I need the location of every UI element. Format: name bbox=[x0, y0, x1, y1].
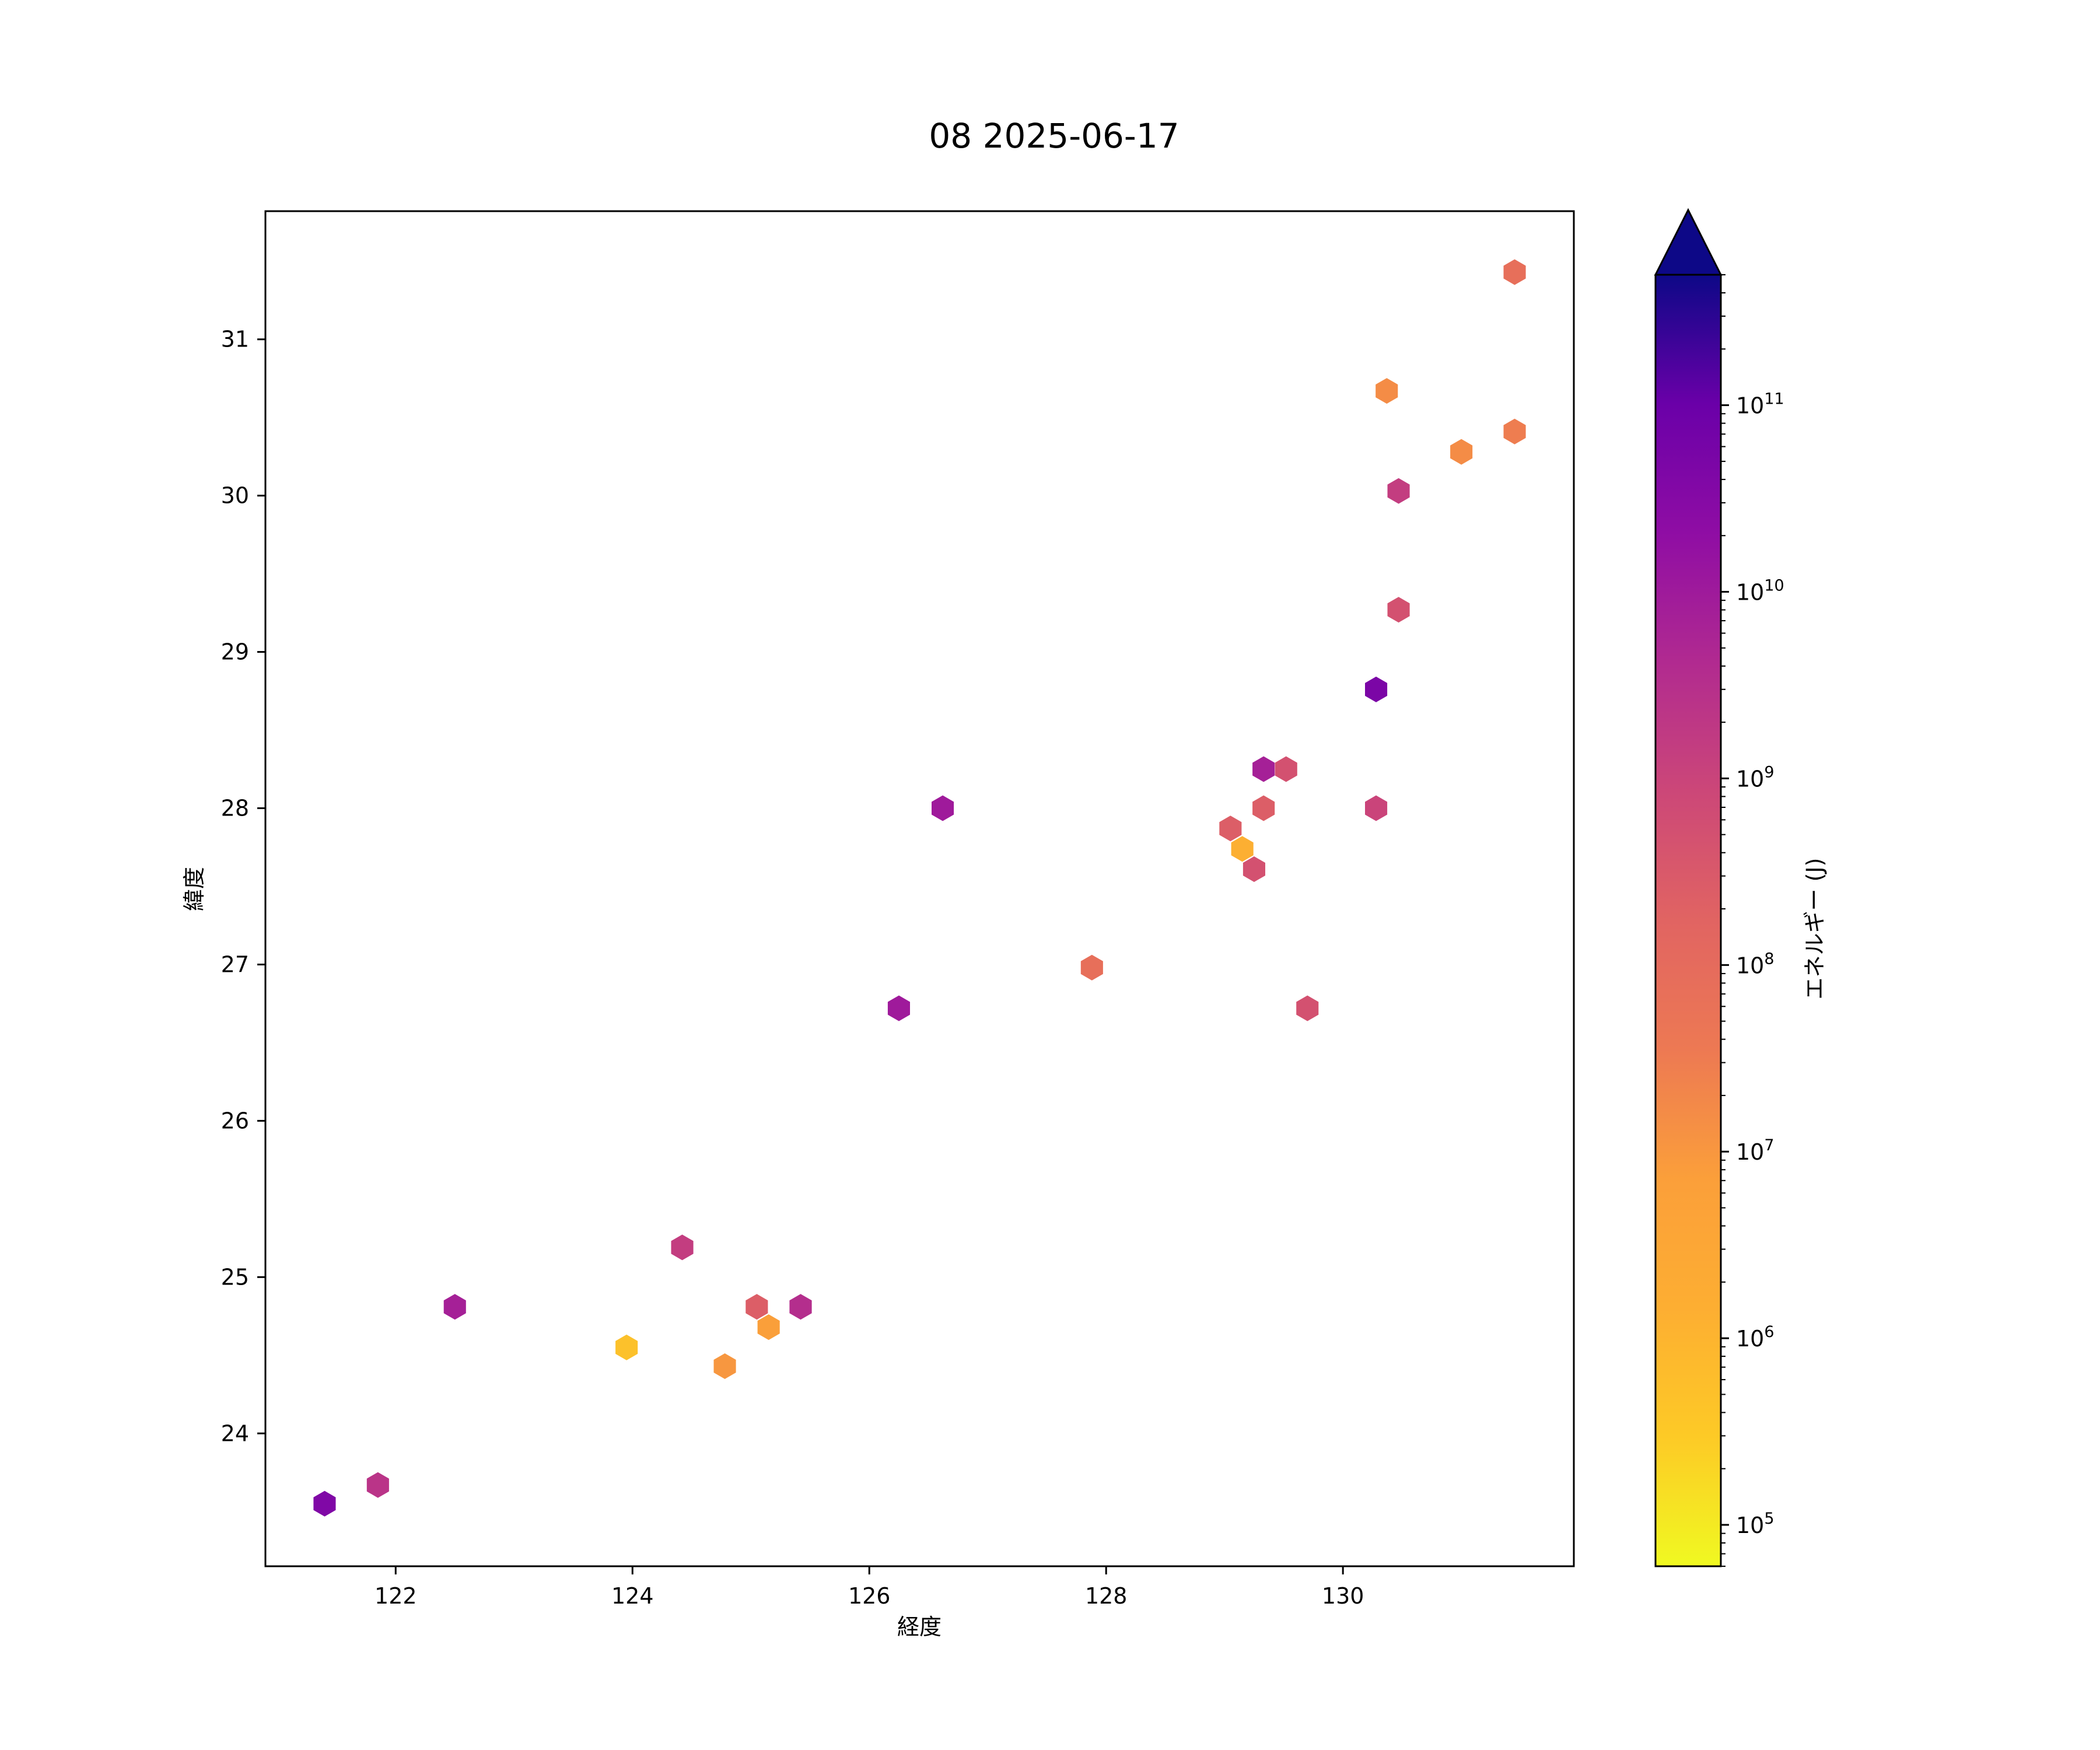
data-point bbox=[1376, 378, 1398, 404]
y-tick-label: 30 bbox=[221, 483, 249, 509]
data-point bbox=[366, 1472, 389, 1498]
data-point bbox=[615, 1334, 638, 1360]
y-tick-label: 31 bbox=[221, 327, 249, 352]
data-point bbox=[1387, 478, 1410, 504]
colorbar-tick-label: 108 bbox=[1736, 950, 1774, 978]
colorbar-tick-label: 107 bbox=[1736, 1136, 1774, 1165]
colorbar-label: エネルギー (J) bbox=[1802, 858, 1828, 1000]
y-tick-label: 25 bbox=[221, 1264, 249, 1290]
data-point bbox=[932, 795, 954, 821]
data-points bbox=[313, 259, 1526, 1517]
data-point bbox=[746, 1294, 768, 1320]
x-tick-label: 130 bbox=[1322, 1583, 1364, 1609]
data-point bbox=[757, 1314, 780, 1340]
data-point bbox=[671, 1234, 694, 1261]
data-point bbox=[1252, 795, 1275, 821]
colorbar: 105 106 107 108 109 1010 1011 bbox=[1654, 208, 1784, 1567]
y-tick-label: 28 bbox=[221, 796, 249, 821]
x-tick-label: 128 bbox=[1085, 1583, 1128, 1609]
plot-area: 122 124 126 128 130 24 25 26 27 28 29 30 31 bbox=[221, 210, 1575, 1609]
x-axis-label: 経度 bbox=[897, 1614, 942, 1640]
x-tick-label: 124 bbox=[611, 1583, 654, 1609]
data-point bbox=[1080, 954, 1103, 981]
y-axis-label: 緯度 bbox=[181, 867, 207, 911]
data-point bbox=[1231, 836, 1254, 862]
data-point bbox=[789, 1294, 812, 1320]
y-tick-label: 24 bbox=[221, 1420, 249, 1446]
data-point bbox=[1503, 259, 1526, 285]
colorbar-tick-label: 1010 bbox=[1736, 577, 1784, 606]
data-point bbox=[1503, 418, 1526, 444]
colorbar-tick-label: 105 bbox=[1736, 1510, 1774, 1538]
colorbar-tick-label: 1011 bbox=[1736, 390, 1784, 419]
chart-title: 08 2025-06-17 bbox=[929, 116, 1179, 156]
data-point bbox=[887, 995, 910, 1021]
data-point bbox=[1387, 597, 1410, 623]
y-tick-label: 26 bbox=[221, 1108, 249, 1133]
colorbar-minor-ticks bbox=[1721, 274, 1726, 1567]
data-point bbox=[1252, 756, 1275, 782]
data-point bbox=[1219, 816, 1242, 842]
data-point bbox=[1450, 439, 1473, 465]
data-point bbox=[1242, 856, 1265, 882]
data-point bbox=[443, 1294, 466, 1320]
data-point bbox=[1365, 795, 1388, 821]
colorbar-gradient bbox=[1656, 275, 1721, 1566]
data-point bbox=[1365, 676, 1388, 702]
colorbar-major-ticks: 105 106 107 108 109 1010 1011 bbox=[1721, 390, 1784, 1538]
axes-frame bbox=[264, 210, 1575, 1567]
colorbar-tick-label: 109 bbox=[1736, 763, 1774, 792]
data-point bbox=[313, 1490, 336, 1517]
x-tick-label: 122 bbox=[374, 1583, 417, 1609]
y-axis-ticks: 24 25 26 27 28 29 30 31 bbox=[221, 327, 265, 1446]
y-tick-label: 29 bbox=[221, 639, 249, 665]
colorbar-frame bbox=[1654, 274, 1722, 1567]
x-tick-label: 126 bbox=[848, 1583, 891, 1609]
data-point bbox=[713, 1353, 736, 1379]
x-axis-ticks: 122 124 126 128 130 bbox=[374, 1566, 1364, 1609]
y-tick-label: 27 bbox=[221, 951, 249, 977]
colorbar-tick-label: 106 bbox=[1736, 1323, 1774, 1352]
data-point bbox=[1296, 995, 1319, 1021]
data-point bbox=[1275, 756, 1297, 782]
